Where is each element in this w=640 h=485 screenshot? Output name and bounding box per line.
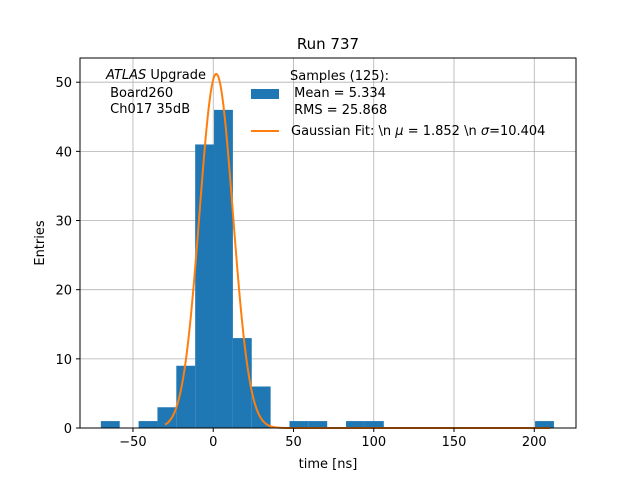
x-tick-label: 100 [361, 435, 386, 450]
x-axis-label: time [ns] [299, 457, 358, 472]
histogram-bar [157, 407, 177, 428]
x-axis-ticks: −50 0 50 100 150 200 [119, 428, 547, 450]
histogram-bar [195, 144, 215, 428]
legend-samples-line-3: RMS = 25.868 [290, 103, 387, 118]
y-tick-label: 30 [55, 215, 72, 230]
histogram-bar [308, 421, 328, 428]
y-axis-label: Entries [33, 220, 48, 266]
histogram-bar [138, 421, 158, 428]
x-tick-label: 150 [442, 435, 467, 450]
histogram-bar [232, 338, 252, 428]
y-tick-label: 0 [64, 422, 72, 437]
legend-samples-swatch [251, 89, 279, 99]
legend-samples-line-2: Mean = 5.334 [290, 86, 386, 101]
histogram-bar [251, 386, 271, 428]
legend-fit-mu: μ [394, 124, 403, 139]
atlas-annotation: ATLAS Upgrade Board260 Ch017 35dB [105, 68, 206, 117]
histogram-bar [364, 421, 384, 428]
legend-fit-sigma: σ [481, 124, 490, 139]
legend-fit-suffix: =10.404 [489, 124, 545, 139]
y-axis-ticks: 0 10 20 30 40 50 [55, 76, 80, 437]
annotation-line-3: Ch017 35dB [106, 102, 190, 117]
histogram-bar [346, 421, 365, 428]
histogram-bar [214, 109, 233, 429]
plot-frame [79, 57, 577, 429]
legend-samples-line-1: Samples (125): [290, 69, 389, 84]
histogram-bar [289, 421, 309, 428]
x-tick-label: −50 [119, 435, 146, 450]
annotation-atlas: ATLAS [105, 68, 146, 83]
y-tick-label: 20 [55, 284, 72, 299]
y-tick-label: 40 [55, 145, 72, 160]
legend-fit-label: Gaussian Fit: \n μ = 1.852 \n σ=10.404 [291, 124, 545, 139]
histogram-bar [100, 421, 120, 428]
chart-title: Run 737 [297, 35, 359, 53]
legend-fit-prefix: Gaussian Fit: \n [291, 124, 395, 139]
x-tick-label: 50 [285, 435, 302, 450]
y-tick-label: 10 [55, 353, 72, 368]
x-tick-label: 200 [522, 435, 547, 450]
histogram-bar [176, 365, 196, 428]
legend-fit-mid: = 1.852 \n [404, 124, 481, 139]
annotation-upgrade: Upgrade [146, 68, 206, 83]
legend: Samples (125): Mean = 5.334 RMS = 25.868… [251, 69, 545, 139]
x-tick-label: 0 [209, 435, 217, 450]
annotation-line-2: Board260 [106, 86, 173, 101]
y-tick-label: 50 [55, 76, 72, 91]
annotation-line-1: ATLAS Upgrade [105, 68, 206, 83]
histogram-bar [535, 421, 554, 428]
